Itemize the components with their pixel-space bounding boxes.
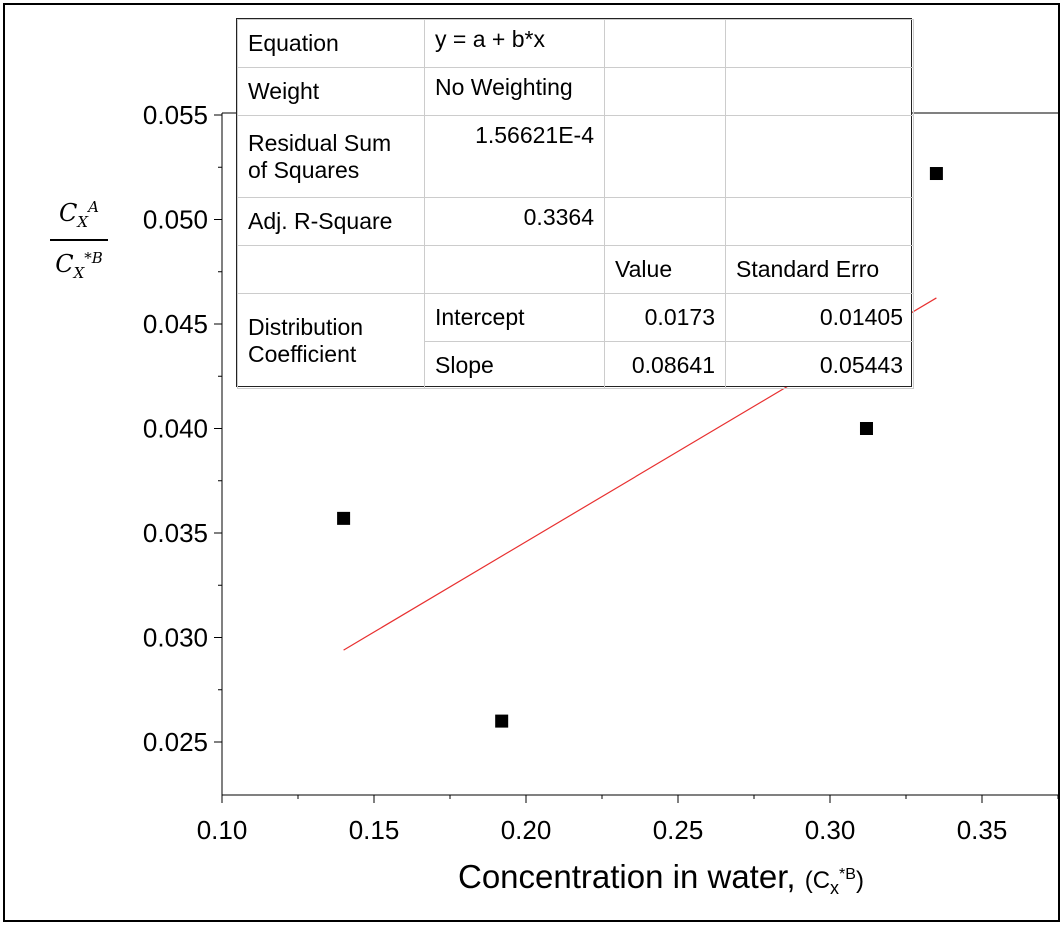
x-tick-label: 0.15	[349, 815, 400, 845]
x-tick-label: 0.20	[501, 815, 552, 845]
intercept-error: 0.01405	[725, 293, 914, 342]
data-point	[495, 714, 509, 728]
data-point	[337, 511, 351, 525]
y-tick-label: 0.025	[143, 727, 208, 757]
y-tick-label: 0.045	[143, 309, 208, 339]
intercept-value: 0.0173	[604, 293, 726, 342]
adj-r2-value: 0.3364	[424, 197, 605, 246]
stderr-header: Standard Erro	[725, 245, 914, 294]
intercept-label: Intercept	[424, 293, 605, 342]
y-tick-label: 0.055	[143, 100, 208, 130]
x-tick-label: 0.30	[805, 815, 856, 845]
rss-label: Residual Sum of Squares	[237, 115, 425, 198]
rss-value: 1.56621E-4	[424, 115, 605, 198]
slope-value: 0.08641	[604, 341, 726, 389]
slope-label: Slope	[424, 341, 605, 389]
data-point	[929, 167, 943, 181]
equation-label: Equation	[237, 19, 425, 68]
slope-error: 0.05443	[725, 341, 914, 389]
y-tick-label: 0.040	[143, 414, 208, 444]
weight-value: No Weighting	[424, 67, 605, 116]
equation-value: y = a + b*x	[424, 19, 605, 68]
y-tick-label: 0.050	[143, 205, 208, 235]
x-tick-label: 0.10	[197, 815, 248, 845]
value-header: Value	[604, 245, 726, 294]
figure-frame	[3, 3, 1060, 922]
distribution-coefficient-label: Distribution Coefficient	[237, 293, 425, 389]
data-point	[859, 422, 873, 435]
regression-stats-table: Equation y = a + b*x Weight No Weighting…	[236, 18, 914, 389]
x-tick-label: 0.35	[957, 815, 1008, 845]
weight-label: Weight	[237, 67, 425, 116]
y-tick-label: 0.030	[143, 623, 208, 653]
y-tick-label: 0.035	[143, 518, 208, 548]
x-axis-label: Concentration in water, (Cx*B)	[458, 858, 864, 898]
y-axis-label: CXA CX*B	[50, 192, 108, 288]
x-tick-label: 0.25	[653, 815, 704, 845]
adj-r2-label: Adj. R-Square	[237, 197, 425, 246]
